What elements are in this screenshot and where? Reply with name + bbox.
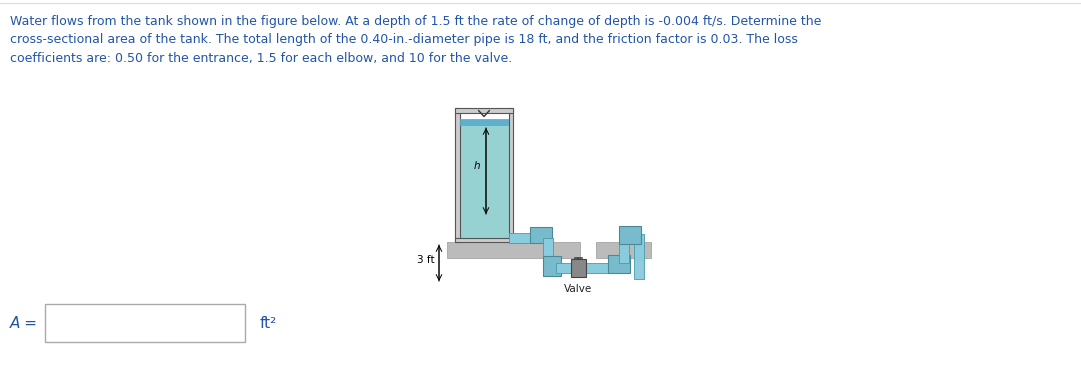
Text: h: h <box>473 161 480 171</box>
Bar <box>508 233 537 243</box>
Bar <box>618 236 628 263</box>
Bar <box>455 108 459 242</box>
Bar <box>556 263 611 273</box>
Bar <box>635 261 642 279</box>
Bar <box>608 255 630 273</box>
Text: Water flows from the tank shown in the figure below. At a depth of 1.5 ft the ra: Water flows from the tank shown in the f… <box>10 15 822 65</box>
Bar <box>508 108 513 242</box>
Text: A =: A = <box>10 315 38 331</box>
Bar <box>543 256 561 276</box>
Bar <box>455 108 513 112</box>
Text: 3 ft: 3 ft <box>417 255 435 265</box>
Bar <box>448 242 580 258</box>
Bar <box>618 226 641 244</box>
Bar <box>459 119 508 125</box>
Bar <box>531 227 552 243</box>
Bar <box>459 120 508 238</box>
Bar <box>633 233 643 279</box>
Bar <box>543 238 553 266</box>
Bar <box>571 259 586 277</box>
Bar <box>596 242 651 258</box>
Bar <box>45 304 245 342</box>
Text: Valve: Valve <box>564 284 592 294</box>
Text: ft²: ft² <box>261 315 277 331</box>
Bar <box>455 238 513 242</box>
